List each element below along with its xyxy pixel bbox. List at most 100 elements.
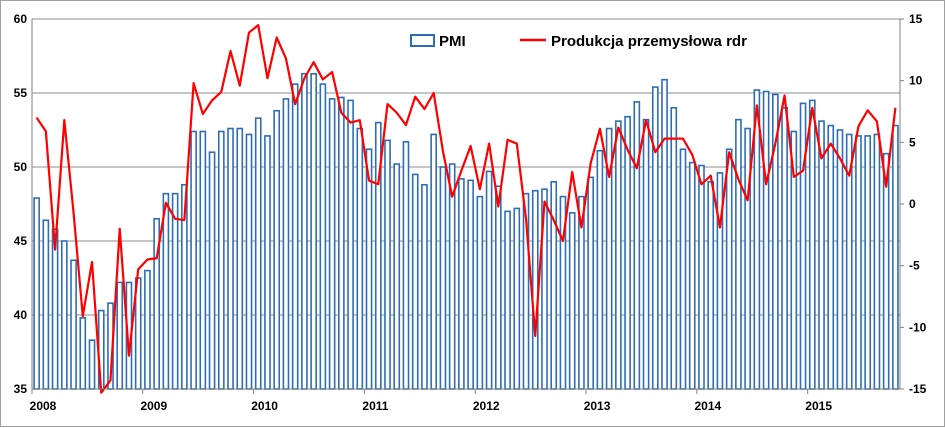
pmi-bar (735, 118, 742, 390)
legend-pmi-label: PMI (439, 33, 466, 50)
legend: PMI Produkcja przemysłowa rdr (410, 33, 747, 50)
pmi-bar (873, 133, 881, 390)
right-tick-label: -15 (909, 382, 927, 396)
pmi-bar (781, 107, 788, 390)
pmi-bar (855, 135, 862, 390)
pmi-bar (190, 130, 197, 390)
pmi-bar (651, 86, 659, 390)
pmi-bar (282, 98, 290, 390)
pmi-bar (51, 228, 59, 390)
pmi-bar (227, 127, 234, 390)
pmi-bars (33, 72, 899, 390)
pmi-bar (116, 281, 124, 390)
pmi-bar (439, 166, 447, 390)
pmi-bar (661, 78, 668, 390)
pmi-bar (808, 99, 816, 390)
right-tick-label: 0 (909, 197, 916, 211)
pmi-bar (264, 135, 271, 390)
x-axis-ticks: 2008 2009 2010 2011 2012 2013 2014 2015 (30, 389, 832, 413)
right-tick-label: 5 (909, 135, 916, 149)
pmi-bar (799, 102, 807, 390)
pmi-bar (236, 127, 244, 390)
pmi-bar (670, 107, 678, 390)
pmi-bar (550, 181, 558, 390)
x-tick-label: 2012 (473, 399, 500, 413)
right-tick-label: -5 (909, 259, 920, 273)
pmi-bar (642, 118, 650, 390)
pmi-bar (199, 130, 207, 390)
pmi-bar (393, 163, 401, 390)
pmi-bar (882, 152, 890, 390)
x-tick-label: 2009 (140, 399, 167, 413)
pmi-bar (402, 141, 410, 390)
pmi-bar (421, 183, 428, 390)
pmi-bar (513, 207, 521, 390)
x-tick-label: 2010 (251, 399, 278, 413)
pmi-bar (698, 164, 705, 390)
pmi-bar (42, 219, 50, 390)
legend-pmi-swatch (410, 34, 435, 47)
pmi-bar (347, 99, 354, 390)
pmi-bar (596, 149, 604, 390)
gridlines (32, 18, 900, 390)
right-axis-ticks: -15 -10 -5 0 5 10 15 (900, 12, 927, 396)
pmi-bar (762, 90, 770, 390)
pmi-bar (504, 210, 511, 390)
pmi-bar (60, 240, 68, 390)
pmi-bar (301, 72, 308, 390)
pmi-bar (337, 96, 345, 390)
pmi-bar (485, 170, 493, 390)
pmi-bar (162, 192, 170, 390)
pmi-bar (568, 212, 576, 390)
pmi-bar (864, 135, 872, 390)
pmi-bar (430, 133, 438, 390)
pmi-bar (707, 181, 715, 390)
left-tick-label: 40 (14, 308, 28, 322)
pmi-bar (319, 83, 327, 390)
pmi-bar (531, 189, 539, 390)
pmi-bar (144, 269, 151, 390)
pmi-bar (384, 139, 391, 390)
left-tick-label: 60 (14, 12, 28, 26)
pmi-bar (33, 197, 40, 390)
x-tick-label: 2011 (362, 399, 388, 413)
x-tick-label: 2013 (584, 399, 611, 413)
left-tick-label: 35 (14, 382, 28, 396)
right-tick-label: 10 (909, 74, 923, 88)
production-series-line (35, 24, 897, 394)
pmi-bar (744, 127, 751, 390)
right-tick-label: 15 (909, 12, 923, 26)
pmi-bar (448, 163, 456, 390)
x-tick-label: 2014 (694, 399, 721, 413)
left-tick-label: 55 (14, 86, 28, 100)
pmi-bar (633, 101, 641, 390)
pmi-bar (587, 176, 594, 390)
pmi-bar (892, 124, 899, 390)
pmi-bar (356, 127, 364, 390)
pmi-bar (254, 117, 262, 390)
pmi-bar (310, 72, 317, 390)
pmi-bar (79, 317, 87, 390)
pmi-bar (365, 148, 373, 390)
pmi-bar (245, 133, 253, 390)
pmi-bar (494, 185, 502, 390)
pmi-bar (411, 173, 419, 390)
pmi-bar (273, 109, 281, 390)
legend-production-label: Produkcja przemysłowa rdr (551, 33, 747, 50)
production-line (35, 24, 897, 394)
pmi-bar (171, 192, 179, 390)
left-axis-ticks: 35 40 45 50 55 60 (14, 12, 28, 396)
pmi-bar (725, 148, 733, 390)
right-tick-label: -10 (909, 320, 927, 334)
pmi-bar (476, 195, 484, 390)
pmi-bar (615, 120, 622, 390)
pmi-bar (208, 151, 216, 390)
left-tick-label: 45 (14, 234, 28, 248)
x-tick-label: 2015 (805, 399, 832, 413)
pmi-bar (624, 115, 631, 390)
pmi-bar (827, 124, 835, 390)
pmi-bar (328, 98, 336, 390)
pmi-bar (818, 120, 825, 390)
pmi-bar (70, 259, 77, 390)
